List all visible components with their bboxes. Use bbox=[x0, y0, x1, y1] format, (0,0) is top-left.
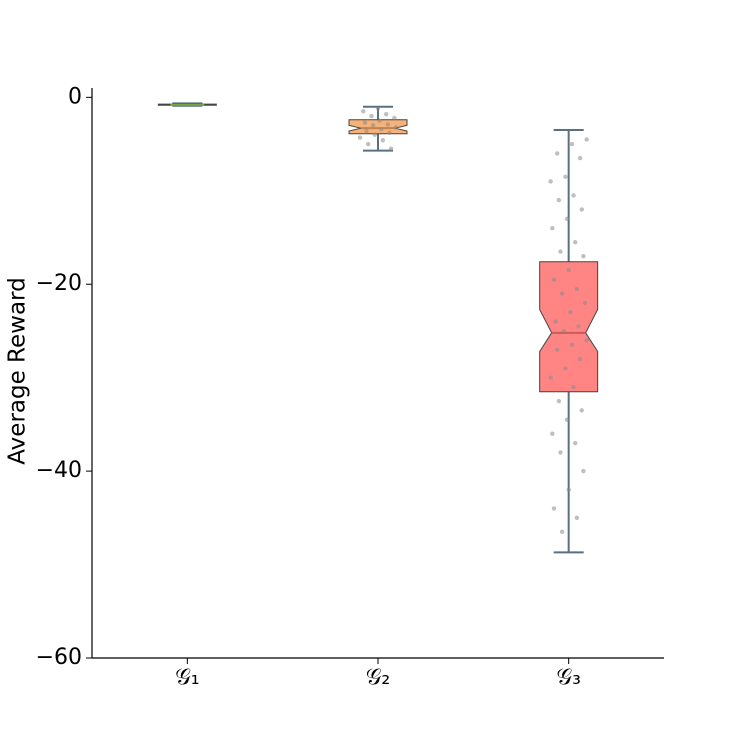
point bbox=[380, 138, 386, 143]
point bbox=[369, 113, 374, 119]
point bbox=[564, 417, 570, 422]
x-tick-label: 𝒢₂ bbox=[366, 665, 390, 690]
point bbox=[377, 118, 382, 123]
point bbox=[558, 249, 563, 254]
point bbox=[551, 277, 557, 282]
point bbox=[556, 398, 562, 404]
y-axis-label: Average Reward bbox=[5, 277, 31, 464]
point bbox=[370, 123, 376, 128]
point bbox=[581, 253, 586, 259]
point bbox=[581, 468, 586, 474]
point bbox=[566, 268, 571, 273]
point bbox=[577, 356, 583, 362]
point bbox=[563, 174, 568, 179]
point bbox=[582, 300, 588, 306]
box bbox=[539, 261, 599, 393]
point bbox=[361, 109, 366, 114]
point bbox=[568, 310, 573, 315]
point bbox=[362, 120, 368, 125]
point bbox=[555, 347, 560, 352]
point bbox=[559, 291, 565, 296]
point bbox=[357, 135, 363, 140]
x-tick-label: 𝒢₁ bbox=[175, 665, 199, 690]
y-tick-label: −20 bbox=[36, 271, 82, 296]
point bbox=[574, 515, 580, 521]
point bbox=[548, 179, 553, 184]
x-tick-label: 𝒢₃ bbox=[556, 665, 580, 690]
point bbox=[571, 384, 576, 390]
point bbox=[548, 375, 553, 380]
point bbox=[573, 440, 578, 446]
point bbox=[584, 338, 589, 343]
point bbox=[556, 197, 562, 203]
point bbox=[393, 125, 399, 130]
point bbox=[569, 141, 575, 147]
point bbox=[553, 319, 558, 324]
point bbox=[561, 328, 566, 334]
y-tick-label: −60 bbox=[36, 645, 82, 670]
point bbox=[563, 366, 568, 371]
point bbox=[571, 193, 576, 198]
y-tick-label: 0 bbox=[68, 84, 82, 109]
point bbox=[579, 408, 584, 413]
point bbox=[364, 128, 369, 134]
point bbox=[385, 122, 391, 127]
y-tick-label: −40 bbox=[36, 458, 82, 483]
point bbox=[574, 286, 580, 292]
point bbox=[383, 111, 389, 117]
point bbox=[569, 342, 575, 348]
point bbox=[387, 130, 392, 136]
point bbox=[564, 216, 570, 222]
point bbox=[550, 431, 555, 436]
point bbox=[372, 132, 377, 137]
point bbox=[558, 450, 563, 455]
point bbox=[551, 506, 557, 511]
point bbox=[566, 487, 571, 493]
point bbox=[379, 126, 384, 132]
point bbox=[550, 225, 555, 231]
point bbox=[576, 324, 581, 329]
point bbox=[392, 115, 397, 121]
point bbox=[375, 106, 381, 111]
point bbox=[577, 155, 583, 161]
point bbox=[584, 137, 589, 142]
point bbox=[559, 529, 565, 535]
point bbox=[388, 146, 394, 151]
point bbox=[365, 141, 371, 147]
point bbox=[555, 151, 560, 156]
point bbox=[579, 207, 584, 212]
point bbox=[573, 239, 578, 245]
